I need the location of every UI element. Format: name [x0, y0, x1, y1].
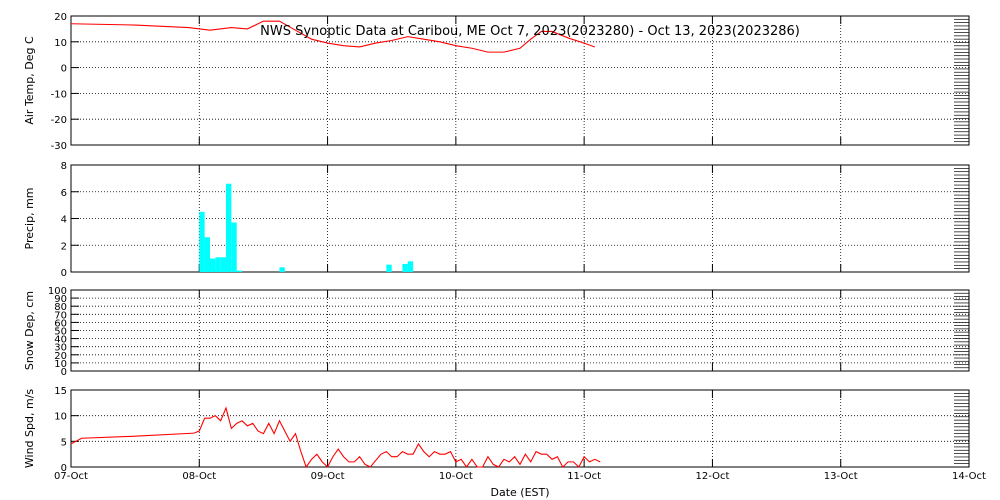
wind_speed-series-line: [70, 406, 601, 469]
snow_depth-ytick-label: 0: [61, 367, 67, 378]
air_temp-ylabel: Air Temp, Deg C: [23, 36, 36, 125]
precip-panel: 0 2 4 6 8 Precip, mm: [23, 161, 970, 279]
air_temp-ytick-label: 20: [54, 12, 67, 23]
precip-ytick-label: 0: [61, 268, 67, 279]
wind_speed-ytick-label: 10: [54, 412, 67, 423]
precip-bar: [220, 257, 227, 272]
air_temp-series-line: [70, 20, 596, 53]
x-tick-label: 13-Oct: [824, 471, 858, 482]
precip-bar: [231, 222, 237, 272]
air_temp-ytick-label: -20: [51, 115, 67, 126]
air_temp-ytick-label: -10: [51, 89, 67, 100]
snow_depth-ytick-label: 20: [54, 351, 67, 362]
precip-bar: [204, 237, 210, 272]
x-axis-label: Date (EST): [490, 486, 549, 499]
precip-bar: [199, 211, 205, 272]
precip-bar: [402, 263, 408, 272]
precip-bar: [236, 270, 243, 272]
air_temp-ytick-label: -30: [51, 141, 67, 152]
snow_depth-ytick-label: 40: [54, 335, 67, 346]
precip-ylabel: Precip, mm: [23, 188, 36, 250]
wind_speed-ytick-label: 0: [61, 463, 67, 474]
wind_speed-panel: 0 5 10 15 Wind Spd, m/s: [23, 386, 970, 474]
snow_depth-ytick-label: 70: [54, 310, 67, 321]
snow_depth-ytick-label: 100: [48, 286, 67, 297]
x-tick-label: 11-Oct: [567, 471, 601, 482]
x-tick-label: 14-Oct: [952, 471, 986, 482]
precip-ytick-label: 6: [61, 188, 67, 199]
wind_speed-frame: [70, 389, 970, 468]
air_temp-ytick-label: 0: [61, 64, 67, 75]
snow_depth-ytick-label: 80: [54, 302, 67, 313]
precip-bar: [209, 258, 216, 272]
air_temp-frame: [70, 15, 970, 146]
x-tick-label: 08-Oct: [182, 471, 216, 482]
precip-ytick-label: 8: [61, 161, 67, 172]
precip-bar: [407, 261, 414, 272]
precip-bar: [279, 267, 285, 272]
wind_speed-ytick-label: 15: [54, 386, 67, 397]
chart-title: NWS Synoptic Data at Caribou, ME Oct 7, …: [260, 24, 800, 39]
snow_depth-ytick-label: 10: [54, 359, 67, 370]
precip-ytick-label: 4: [61, 215, 67, 226]
precip-bar: [226, 183, 232, 272]
wind_speed-ylabel: Wind Spd, m/s: [23, 389, 36, 469]
snow_depth-ytick-label: 50: [54, 327, 67, 338]
precip-bar: [386, 264, 392, 272]
snow_depth-ytick-label: 90: [54, 294, 67, 305]
snow_depth-ylabel: Snow Dep, cm: [23, 291, 36, 370]
x-tick-label: 07-Oct: [54, 471, 88, 482]
wind_speed-ytick-label: 5: [61, 437, 67, 448]
air_temp-ytick-label: 10: [54, 38, 67, 49]
x-tick-label: 12-Oct: [695, 471, 729, 482]
snow_depth-ytick-label: 60: [54, 318, 67, 329]
air_temp-panel: -30 -20 -10 0 10 20 Air Temp, Deg C: [23, 12, 970, 152]
x-tick-label: 10-Oct: [439, 471, 473, 482]
snow_depth-frame: [70, 289, 970, 372]
x-tick-label: 09-Oct: [311, 471, 345, 482]
snow_depth-ytick-label: 30: [54, 343, 67, 354]
precip-ytick-label: 2: [61, 241, 67, 252]
precip-bar: [215, 257, 221, 272]
